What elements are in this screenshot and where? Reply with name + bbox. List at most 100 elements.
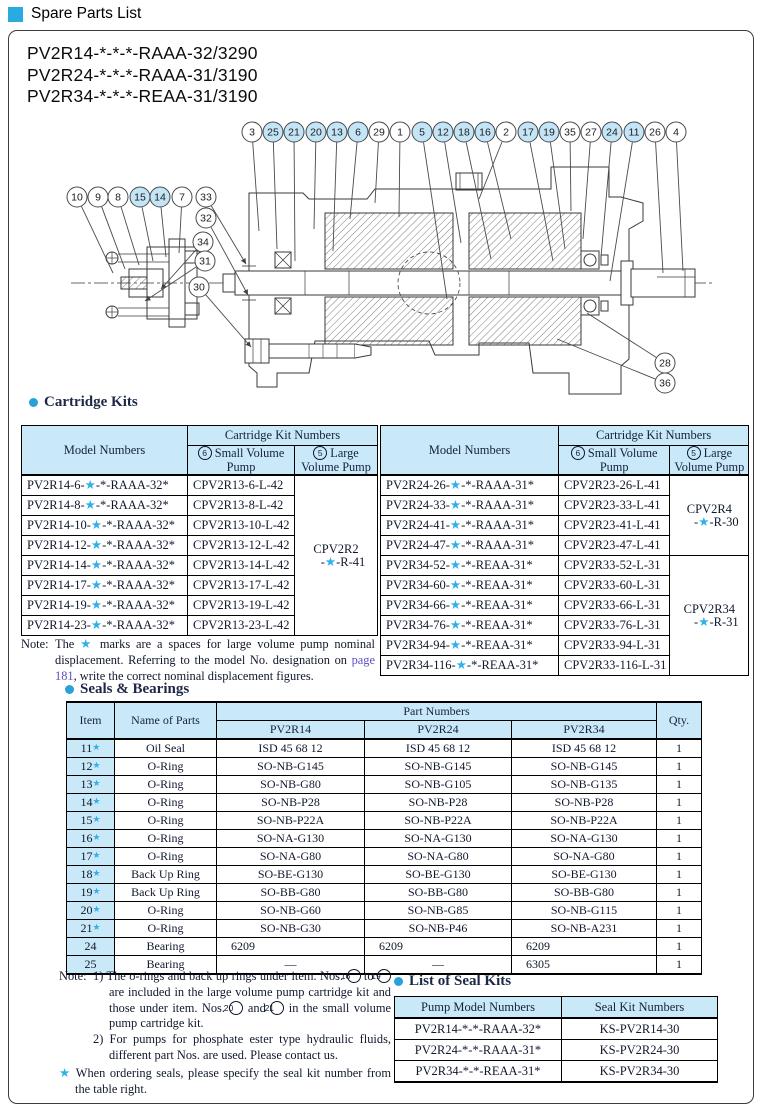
callout-circle-33	[195, 186, 217, 208]
star-mark: ★	[92, 904, 101, 914]
seal-kit-numbers-header: Seal Kit Numbers	[561, 996, 718, 1019]
model-number-cell: PV2R34-60-★-*-REAA-31*	[380, 575, 559, 597]
callout-number: 5	[419, 127, 425, 139]
leader-line	[252, 142, 260, 232]
part-number-cell: SO-NB-P22A	[216, 811, 365, 830]
model-numbers-header: Model Numbers	[380, 425, 559, 477]
star-mark: ★	[90, 518, 103, 533]
leader-line	[210, 227, 249, 296]
callout-number: 8	[115, 192, 121, 204]
callout-number: 14	[154, 192, 166, 204]
star-mark: ★	[455, 658, 467, 673]
seal-kits-heading: List of Seal Kits	[394, 973, 511, 990]
part-number-cell: SO-NB-G30	[216, 919, 365, 938]
model-number-cell: PV2R24-47-★-*-RAAA-31*	[380, 535, 559, 557]
table-row: PV2R34-60-★-*-REAA-31* CPV2R33-60-L-31	[380, 575, 749, 597]
table-row: 20★ O-Ring SO-NB-G60 SO-NB-G85 SO-NB-G115 1	[66, 901, 702, 920]
qty-cell: 1	[656, 757, 702, 776]
title-square-icon	[8, 6, 23, 22]
part-number-cell: SO-NA-G130	[364, 829, 512, 848]
leader-line	[609, 142, 633, 282]
leader-line	[676, 142, 684, 272]
circled-number: 5	[686, 446, 701, 460]
star-mark: ★	[449, 578, 462, 593]
callout-circle-16	[474, 121, 496, 143]
part-number-cell: 6209	[364, 937, 512, 956]
table-row: PV2R34-116-★-*-REAA-31* CPV2R33-116-L-31	[380, 655, 749, 677]
table-row: 16★ O-Ring SO-NA-G130 SO-NA-G130 SO-NA-G130 1	[66, 829, 702, 848]
callout-number: 7	[179, 192, 185, 204]
callout-circle-32	[195, 207, 217, 229]
large-kit-cell: CPV2R2 -★-R-41	[294, 474, 378, 637]
part-number-cell: SO-NA-G80	[511, 847, 657, 866]
part-number-cell: SO-NA-G130	[511, 829, 657, 848]
seals-bearings-heading: Seals & Bearings	[65, 681, 189, 698]
circled-number: 19	[371, 969, 391, 983]
callout-circle-18	[453, 121, 475, 143]
qty-cell: 1	[656, 883, 702, 902]
pump-model-cell: PV2R34-*-*-REAA-31*	[394, 1060, 562, 1083]
part-number-cell: 6209	[511, 937, 657, 956]
qty-cell: 1	[656, 955, 702, 975]
qty-cell: 1	[656, 829, 702, 848]
table-row: 24 Bearing 6209 6209 6209 1	[66, 937, 702, 956]
model-number-cell: PV2R34-52-★-*-REAA-31*	[380, 555, 559, 577]
model-number-cell: PV2R24-41-★-*-RAAA-31*	[380, 515, 559, 537]
leader-line	[465, 142, 492, 260]
leader-line	[141, 207, 154, 262]
star-mark: ★	[92, 832, 101, 842]
part-name-cell: Back Up Ring	[114, 865, 217, 884]
model-number-cell: PV2R14-17-★-*-RAAA-32*	[21, 575, 188, 597]
callout-group: 3 25 21 20 13 6 29 1 5 12 18 16 2 17 19 35 27 24 11 26 410 9 8…	[66, 121, 687, 394]
part-name-cell: Bearing	[114, 937, 217, 956]
small-kit-cell: CPV2R13-8-L-42	[187, 495, 295, 517]
callout-number: 17	[522, 127, 534, 139]
callout-number: 2	[503, 127, 509, 139]
callout-circle-21	[283, 121, 305, 143]
small-volume-header: 6 Small Volume Pump	[187, 445, 295, 477]
table-row: 19★ Back Up Ring SO-BB-G80 SO-BB-G80 SO-BB-G…	[66, 883, 702, 902]
callout-circle-36	[654, 372, 676, 394]
pump-model-header: PV2R34	[511, 720, 657, 740]
star-mark: ★	[84, 498, 96, 513]
callout-number: 20	[310, 127, 322, 139]
small-kit-cell: CPV2R23-33-L-41	[557, 495, 671, 517]
callout-number: 9	[95, 192, 101, 204]
small-kit-cell: CPV2R13-14-L-42	[187, 555, 295, 577]
qty-cell: 1	[656, 775, 702, 794]
pump-model-header: PV2R24	[364, 720, 512, 740]
callout-number: 24	[606, 127, 618, 139]
leader-line	[178, 207, 182, 254]
model-number-cell: PV2R14-23-★-*-RAAA-32*	[21, 615, 188, 637]
table-row: PV2R14-17-★-*-RAAA-32* CPV2R13-17-L-42	[21, 575, 378, 597]
star-mark: ★	[449, 598, 462, 613]
bullet-icon	[394, 977, 403, 986]
part-name-cell: O-Ring	[114, 919, 217, 938]
callout-circle-25	[262, 121, 284, 143]
star-mark: ★	[90, 598, 103, 613]
item-cell: 11★	[66, 738, 115, 758]
item-cell: 17★	[66, 847, 115, 866]
item-cell: 13★	[66, 775, 115, 794]
model-number-cell: PV2R34-76-★-*-REAA-31*	[380, 615, 559, 637]
bullet-icon	[29, 398, 38, 407]
part-number-cell: SO-NB-G145	[216, 757, 365, 776]
small-kit-cell: CPV2R33-60-L-31	[557, 575, 671, 597]
part-number-cell: SO-BB-G80	[364, 883, 512, 902]
page-link[interactable]: page 181	[55, 652, 375, 683]
part-name-cell: O-Ring	[114, 757, 217, 776]
model-number-cell: PV2R14-8-★-*-RAAA-32*	[21, 495, 188, 517]
callout-number: 35	[564, 127, 576, 139]
leader-line	[293, 142, 296, 262]
leader-line	[398, 142, 401, 218]
item-cell: 20★	[66, 901, 115, 920]
leader-line	[81, 206, 114, 274]
item-cell: 16★	[66, 829, 115, 848]
star-mark: ★	[90, 578, 103, 593]
part-name-cell: O-Ring	[114, 793, 217, 812]
kit-numbers-header: Cartridge Kit Numbers	[187, 425, 378, 446]
large-volume-header: 5 Large Volume Pump	[294, 445, 378, 477]
small-kit-cell: CPV2R13-10-L-42	[187, 515, 295, 537]
seals-bearings-table: Item Name of Parts Part Numbers Qty. PV2R14 P…	[66, 701, 702, 975]
pump-drawing	[71, 166, 715, 395]
